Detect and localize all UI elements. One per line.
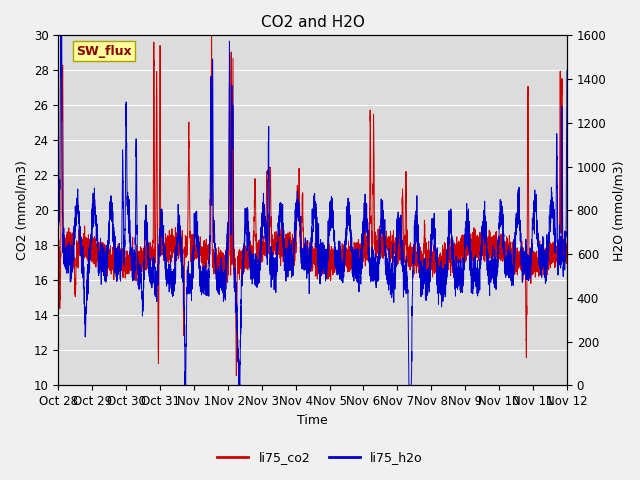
Text: SW_flux: SW_flux [76, 45, 132, 58]
Title: CO2 and H2O: CO2 and H2O [260, 15, 365, 30]
Legend: li75_co2, li75_h2o: li75_co2, li75_h2o [212, 446, 428, 469]
X-axis label: Time: Time [297, 414, 328, 427]
Y-axis label: H2O (mmol/m3): H2O (mmol/m3) [612, 160, 625, 261]
Y-axis label: CO2 (mmol/m3): CO2 (mmol/m3) [15, 160, 28, 260]
